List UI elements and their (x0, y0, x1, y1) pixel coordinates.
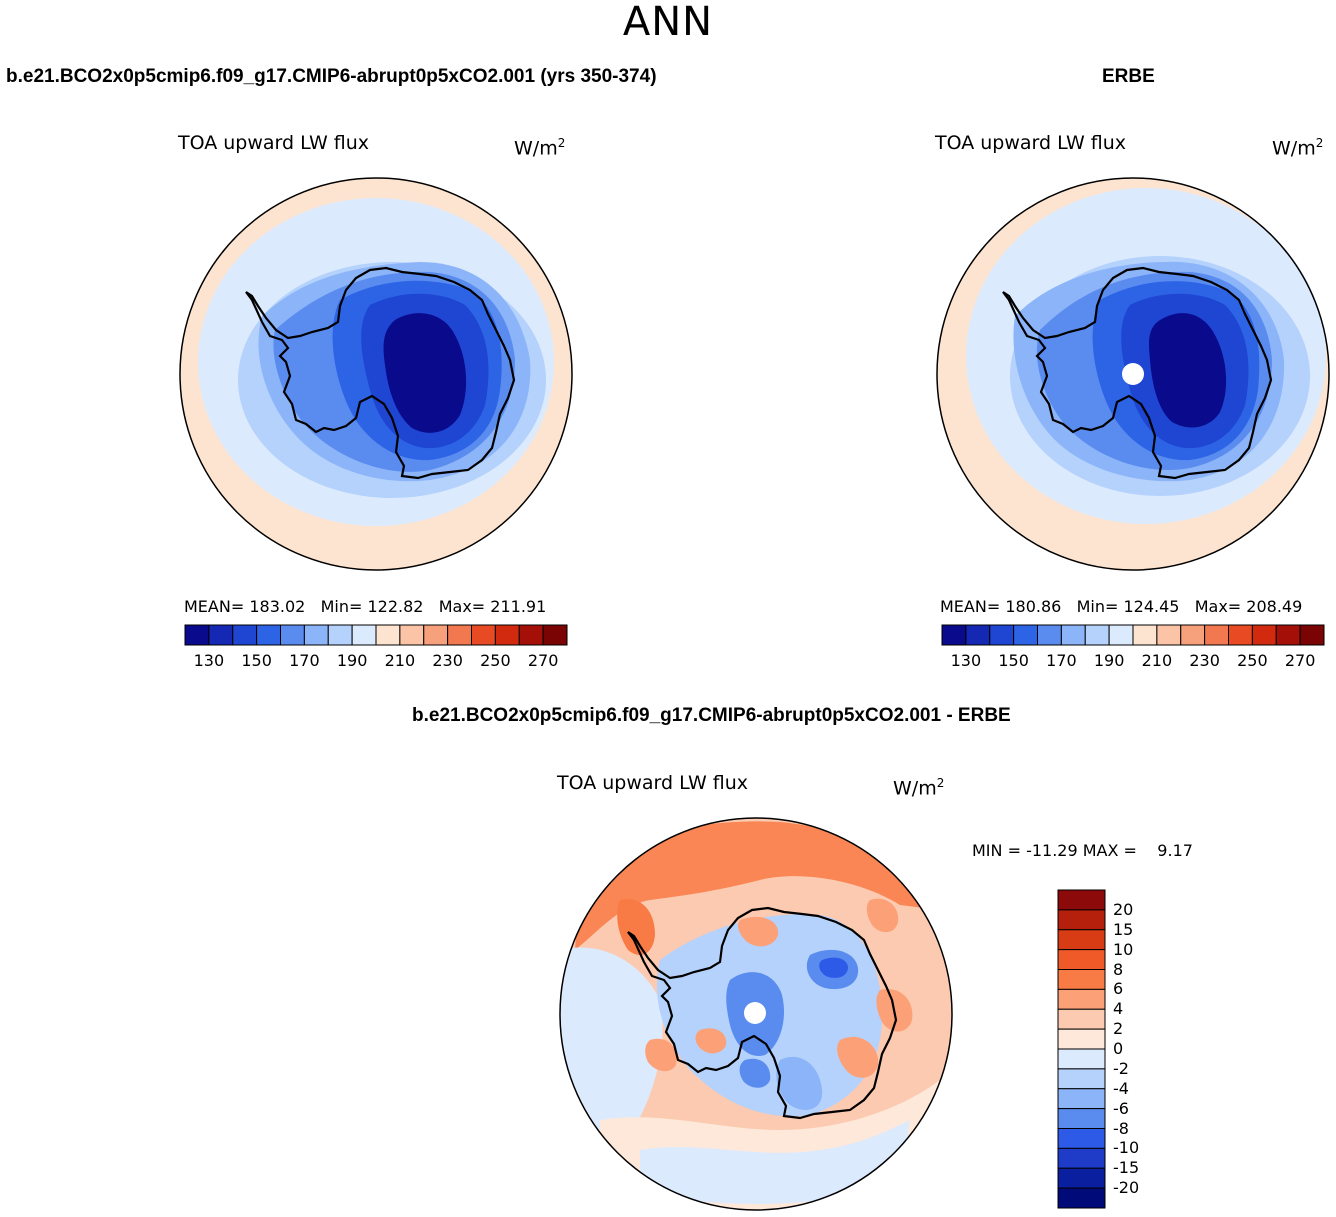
diff-colorbar-swatch (1057, 969, 1106, 990)
obs-coastline (1002, 266, 1273, 480)
diff-south-cool (640, 1120, 910, 1204)
diff-colorbar-swatch (1057, 889, 1106, 911)
obs-colorbar-tick-label: 170 (1046, 651, 1077, 670)
diff-variable-label: TOA upward LW flux (557, 772, 749, 794)
diff-case-title: b.e21.BCO2x0p5cmip6.f09_g17.CMIP6-abrupt… (412, 705, 1011, 726)
diff-colorbar-swatch (1057, 1128, 1106, 1149)
obs-colorbar-tick-label: 250 (1237, 651, 1268, 670)
obs-pole-hole (1122, 363, 1144, 385)
diff-minmax: MIN = -11.29 MAX = 9.17 (972, 841, 1193, 860)
diff-colorbar-tick-label: 6 (1113, 979, 1124, 999)
obs-map-field (937, 178, 1329, 570)
diff-colorbar-swatch (1057, 1008, 1106, 1030)
obs-variable-label: TOA upward LW flux (935, 132, 1127, 154)
diff-colorbar-tick-label: -4 (1113, 1078, 1129, 1098)
diff-colorbar-swatch (1057, 1088, 1106, 1110)
diff-colorbar-swatch (1057, 929, 1106, 951)
diff-warm-patch-1 (695, 1028, 727, 1054)
obs-colorbar-tick-label: 130 (950, 651, 982, 670)
model-colorbar-tick-label: 190 (336, 651, 368, 670)
model-units-label: W/m2 (514, 136, 566, 160)
obs-units-label: W/m2 (1272, 136, 1324, 160)
obs-case-title: ERBE (1102, 66, 1155, 87)
diff-colorbar-tick-label: -2 (1113, 1058, 1129, 1078)
obs-colorbar-tick-label: 150 (998, 651, 1029, 670)
diff-colorbar-swatch (1057, 949, 1106, 971)
diff-colorbar-tick-label: 20 (1113, 899, 1134, 919)
diff-colorbar-tick-label: -8 (1113, 1118, 1129, 1138)
diff-coastline (627, 906, 898, 1120)
diff-colorbar-tick-label: 0 (1113, 1039, 1124, 1058)
diff-east-dark (819, 957, 848, 978)
diff-colorbar-tick-label: -10 (1113, 1138, 1140, 1158)
obs-stats: MEAN= 180.86 Min= 124.45 Max= 208.49 (940, 597, 1303, 616)
diff-colorbar-swatch (1057, 1028, 1106, 1050)
model-colorbar-tick-label: 270 (527, 651, 559, 670)
diff-map-field (560, 818, 952, 1210)
model-variable-label: TOA upward LW flux (178, 132, 370, 154)
diff-warm-patch-3 (617, 899, 655, 955)
obs-colorbar-swatch (1299, 624, 1325, 646)
diff-colorbar-tick-label: -15 (1113, 1158, 1140, 1178)
diff-warm-patch-2 (645, 1038, 677, 1072)
diff-warm-patch-4 (837, 1036, 879, 1078)
obs-map-border (936, 177, 1330, 571)
diff-colorbar-tick-label: 4 (1113, 999, 1124, 1019)
diff-colorbar-swatch (1057, 1108, 1106, 1130)
diff-north-warm (575, 821, 940, 950)
model-colorbar-tick-label: 150 (241, 651, 272, 670)
diff-colorbar-swatch (1057, 1187, 1106, 1209)
diff-west-cool (560, 947, 663, 1159)
diff-colorbar-tick-label: 10 (1113, 939, 1134, 959)
obs-colorbar-tick-label: 190 (1093, 651, 1125, 670)
model-colorbar-tick-label: 210 (384, 651, 416, 670)
model-map-field (180, 178, 572, 570)
model-colorbar-swatch (542, 624, 568, 646)
diff-map-border (559, 817, 953, 1211)
diff-south-blue (776, 1056, 823, 1110)
diff-warm-patch-7 (866, 898, 899, 933)
model-case-title: b.e21.BCO2x0p5cmip6.f09_g17.CMIP6-abrupt… (6, 66, 657, 87)
model-stats: MEAN= 183.02 Min= 122.82 Max= 211.91 (184, 597, 547, 616)
diff-warm-patch-6 (737, 916, 779, 947)
main-title: ANN (622, 0, 714, 45)
diff-colorbar-swatch (1057, 1147, 1106, 1169)
obs-colorbar-tick-label: 270 (1284, 651, 1316, 670)
model-colorbar-tick-label: 130 (193, 651, 225, 670)
diff-colorbar-tick-label: -6 (1113, 1098, 1129, 1118)
model-colorbar-tick-label: 170 (289, 651, 320, 670)
diff-colorbar-swatch (1057, 1048, 1106, 1070)
diff-colorbar-tick-label: 2 (1113, 1019, 1124, 1039)
model-coastline (245, 266, 516, 480)
model-colorbar-tick-label: 230 (432, 651, 463, 670)
diff-colorbar-tick-label: 8 (1113, 959, 1124, 979)
diff-units-label: W/m2 (893, 776, 945, 800)
diff-colorbar-swatch (1057, 909, 1106, 931)
diff-colorbar (1057, 889, 1106, 1209)
obs-field-core (1149, 313, 1227, 428)
diff-colorbar-swatch (1057, 988, 1106, 1010)
diff-colorbar-tick-label: -20 (1113, 1178, 1140, 1198)
diff-pole-hole (744, 1002, 766, 1024)
model-map-border (179, 177, 573, 571)
obs-colorbar-ticks: 130 150 170 190 210 230 250 270 (942, 652, 1324, 672)
model-colorbar-ticks: 130 150 170 190 210 230 250 270 (185, 652, 567, 672)
obs-colorbar (941, 624, 1325, 646)
diff-colorbar-swatch (1057, 1167, 1106, 1189)
diff-colorbar-tick-label: 15 (1113, 919, 1134, 939)
diff-colorbar-ticks: 20 15 10 8 6 4 2 0 -2 -4 -6 -8 -10 -15 -20 (1113, 890, 1173, 1208)
model-colorbar-tick-label: 250 (480, 651, 511, 670)
obs-colorbar-tick-label: 230 (1189, 651, 1220, 670)
obs-colorbar-tick-label: 210 (1141, 651, 1173, 670)
diff-colorbar-swatch (1057, 1068, 1106, 1090)
model-colorbar (184, 624, 568, 646)
diff-blue-strip (739, 1058, 771, 1088)
model-field-core (383, 313, 467, 433)
